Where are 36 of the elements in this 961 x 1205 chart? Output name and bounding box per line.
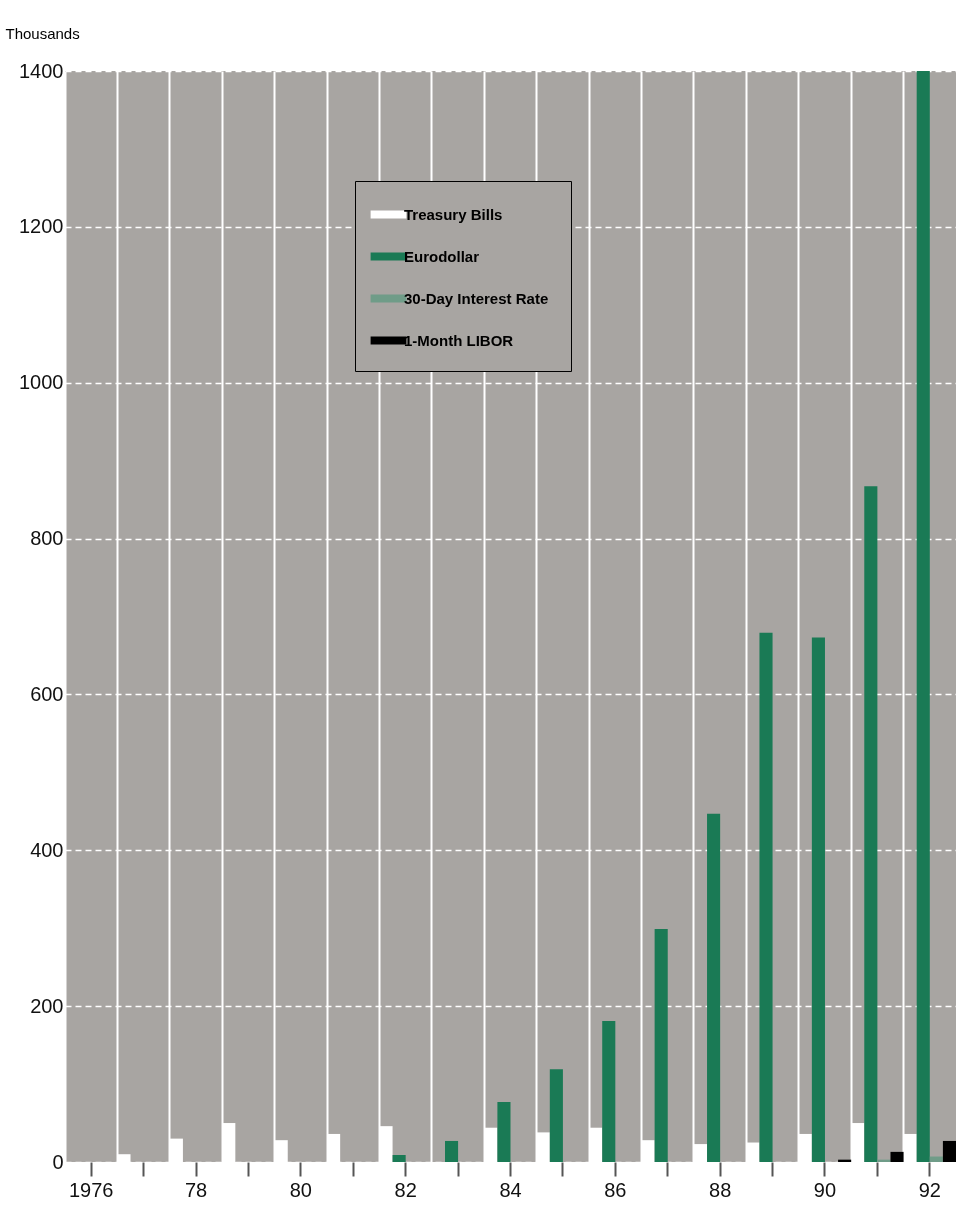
bar [864, 486, 878, 1162]
y-tick-label: 1200 [19, 215, 64, 238]
y-tick-label: 1000 [19, 371, 64, 394]
bar [811, 637, 825, 1162]
x-tick-label: 88 [709, 1178, 732, 1201]
bar [929, 1156, 943, 1162]
bar [549, 1069, 563, 1162]
legend-label: 1-Month LIBOR [404, 331, 514, 349]
x-tick-label: 80 [289, 1178, 312, 1201]
x-tick-label: 86 [604, 1178, 627, 1201]
y-tick-label: 1400 [19, 59, 64, 82]
bar [497, 1101, 511, 1162]
x-tick-label: 82 [394, 1178, 417, 1201]
legend-label: Treasury Bills [404, 205, 503, 223]
y-tick-label: 800 [30, 527, 64, 550]
x-tick-label: 78 [184, 1178, 208, 1201]
bar [942, 1140, 956, 1162]
y-tick-label: 400 [30, 838, 64, 861]
legend-label: 30-Day Interest Rate [404, 289, 549, 307]
x-tick-label: 90 [813, 1178, 837, 1201]
y-tick-label: 0 [52, 1150, 64, 1173]
bar [392, 1154, 406, 1162]
x-tick-label: 92 [918, 1178, 941, 1201]
bar [444, 1140, 459, 1162]
bar [890, 1151, 904, 1162]
y-axis-title: Thousands [5, 24, 80, 42]
y-tick-label: 200 [30, 994, 64, 1017]
bar [654, 928, 668, 1162]
y-tick-label: 600 [30, 682, 64, 705]
bar [707, 813, 721, 1162]
x-tick-label: 1976 [68, 1178, 114, 1201]
bar [916, 71, 930, 1162]
legend-label: Eurodollar [404, 247, 480, 265]
x-tick-label: 84 [499, 1178, 522, 1201]
bar [602, 1020, 616, 1162]
bar [759, 632, 773, 1162]
